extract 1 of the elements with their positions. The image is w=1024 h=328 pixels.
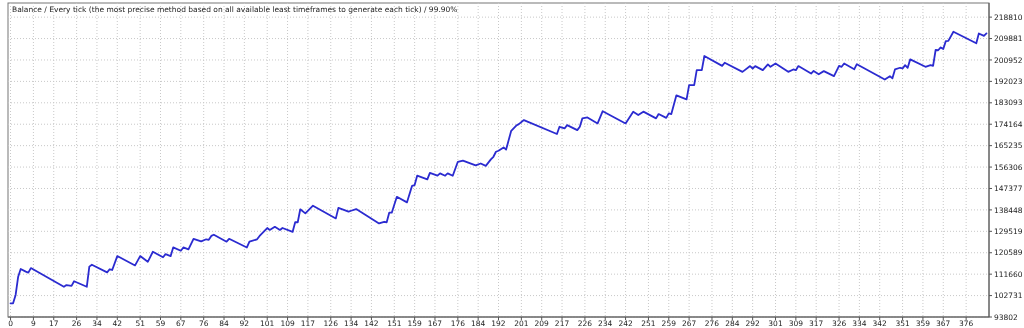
line-series — [9, 30, 988, 305]
